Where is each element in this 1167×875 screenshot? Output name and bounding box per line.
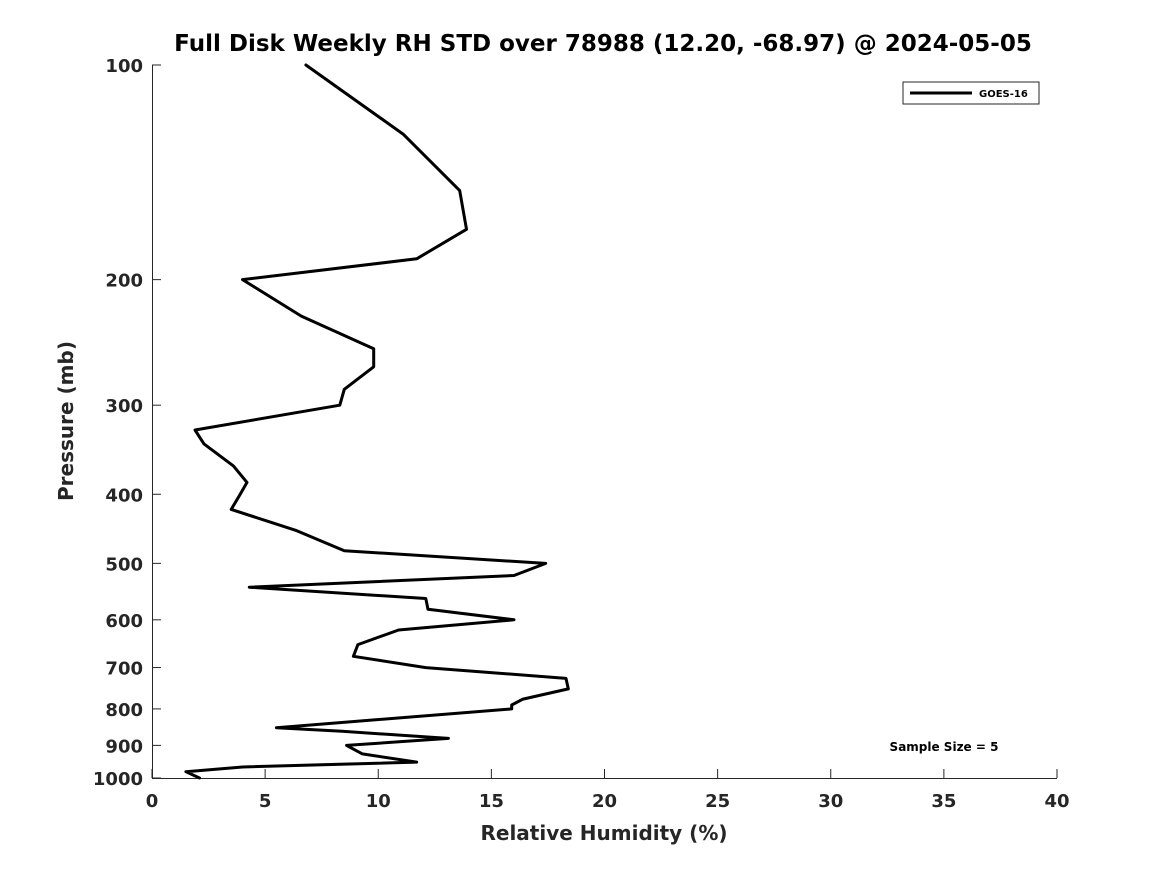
x-tick-label: 5 <box>259 791 272 812</box>
y-tick-label: 500 <box>105 554 143 575</box>
y-tick-label: 300 <box>105 396 143 417</box>
x-tick-label: 0 <box>146 791 159 812</box>
sample-size-annotation: Sample Size = 5 <box>890 740 999 754</box>
x-tick-label: 10 <box>366 791 391 812</box>
series-layer <box>184 63 570 780</box>
x-tick-label: 15 <box>479 791 504 812</box>
x-axis-label: Relative Humidity (%) <box>480 821 727 845</box>
legend: GOES-16 <box>902 81 1040 105</box>
x-tick-label: 40 <box>1044 791 1069 812</box>
y-tick-label: 800 <box>105 700 143 721</box>
y-tick-label: 1000 <box>93 769 143 790</box>
y-ticks: 100 200 300 400 500 600 700 800 900 1000 <box>93 56 161 790</box>
x-tick-label: 30 <box>818 791 843 812</box>
y-tick-label: 700 <box>105 659 143 680</box>
x-ticks: 0 5 10 15 20 25 30 35 40 <box>146 769 1070 812</box>
x-tick-label: 35 <box>931 791 956 812</box>
series-line-goes-16 <box>184 63 570 780</box>
y-tick-label: 100 <box>105 56 143 77</box>
x-tick-label: 20 <box>592 791 617 812</box>
y-tick-label: 400 <box>105 485 143 506</box>
axes <box>152 65 1057 779</box>
y-tick-label: 600 <box>105 611 143 632</box>
chart-title: Full Disk Weekly RH STD over 78988 (12.2… <box>174 31 1032 57</box>
legend-label-goes-16: GOES-16 <box>979 89 1028 100</box>
y-tick-label: 200 <box>105 271 143 292</box>
y-tick-label: 900 <box>105 736 143 757</box>
x-tick-label: 25 <box>705 791 730 812</box>
y-axis-label: Pressure (mb) <box>54 341 78 501</box>
